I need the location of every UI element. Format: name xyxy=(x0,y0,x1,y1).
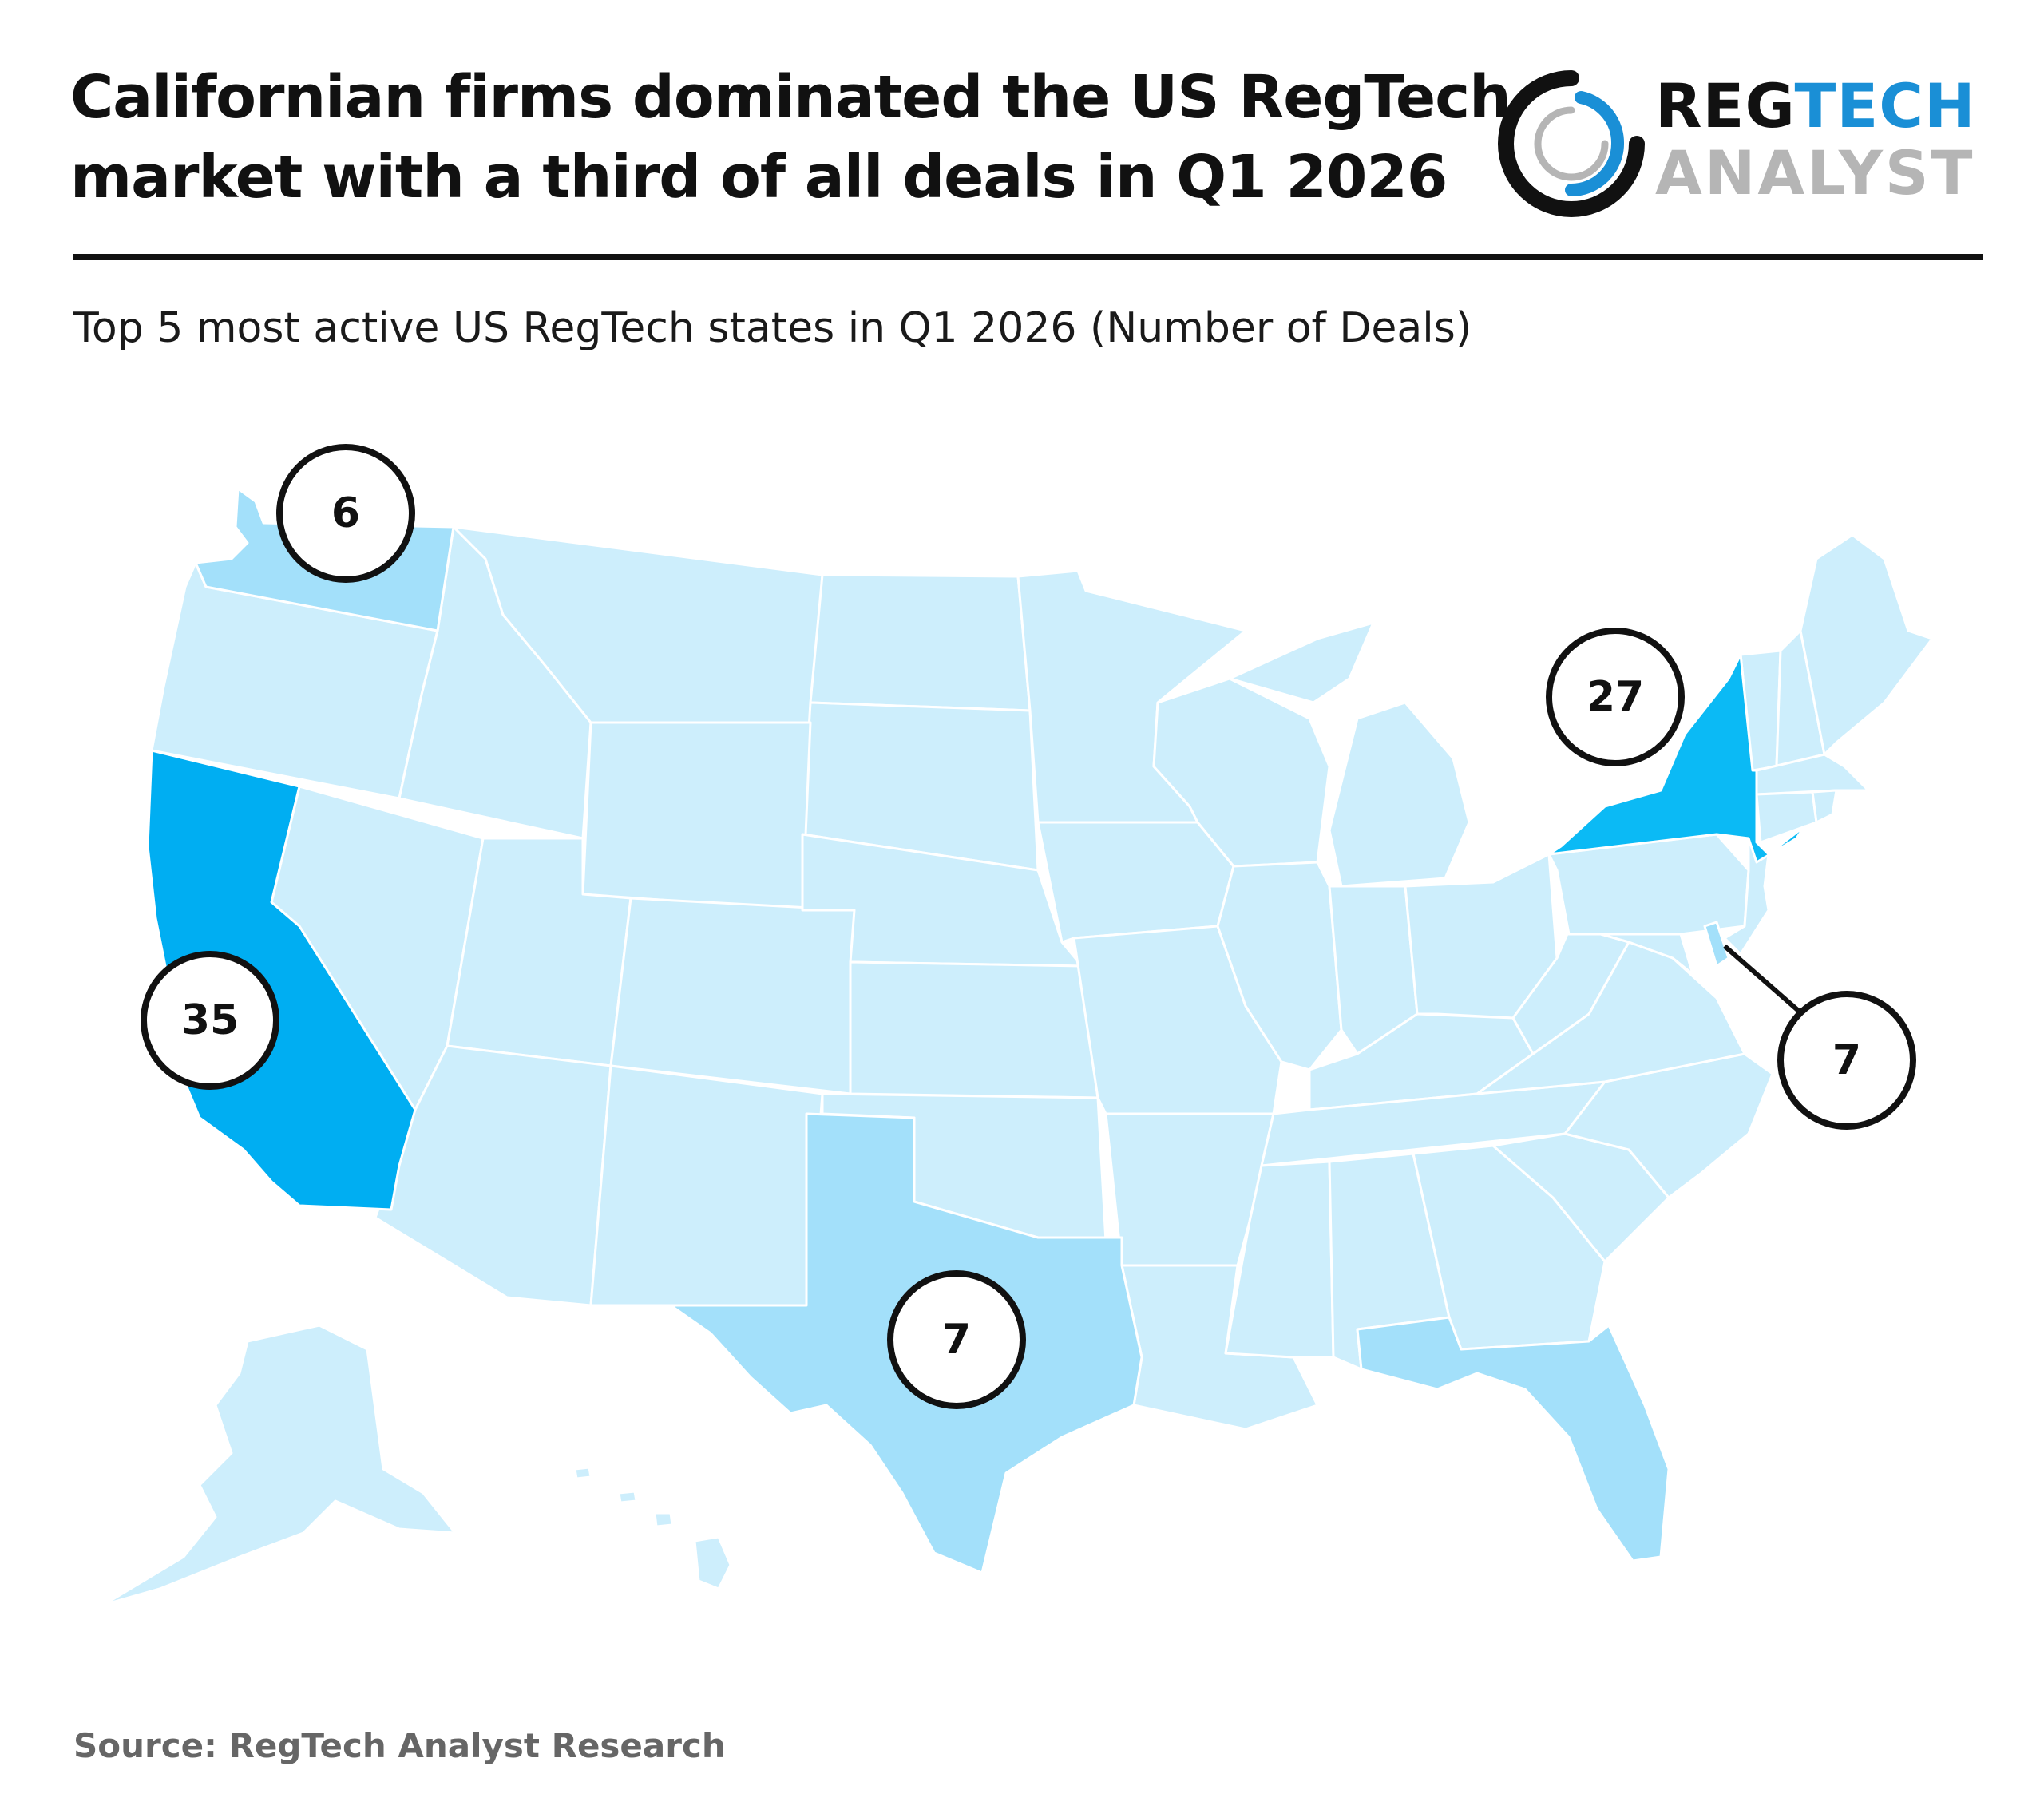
regtech-analyst-logo: REGTECH ANALYST xyxy=(1491,64,2002,224)
callout-texas: 7 xyxy=(887,1270,1026,1409)
base-states xyxy=(102,525,1934,1606)
state-connecticut xyxy=(1755,790,1818,844)
value-delaware: 7 xyxy=(1832,1036,1861,1084)
state-iowa xyxy=(1036,821,1235,944)
us-map: 6 35 27 7 7 xyxy=(102,444,1934,1606)
state-new-mexico xyxy=(589,1064,824,1307)
callout-delaware: 7 xyxy=(1777,991,1916,1130)
title-line-2: market with a third of all deals in Q1 2… xyxy=(70,143,1448,212)
title-line-1: Californian firms dominated the US RegTe… xyxy=(70,63,1511,132)
callout-washington: 6 xyxy=(276,444,415,583)
value-washington: 6 xyxy=(331,489,360,537)
state-rhode-island xyxy=(1811,789,1838,824)
callout-new-york: 27 xyxy=(1546,628,1685,766)
state-maine xyxy=(1799,533,1934,756)
value-california: 35 xyxy=(181,996,239,1044)
value-texas: 7 xyxy=(942,1316,971,1364)
state-new-york xyxy=(1547,653,1806,864)
source-note: Source: RegTech Analyst Research xyxy=(73,1726,726,1765)
state-michigan xyxy=(1228,621,1471,888)
logo-word-analyst: ANALYST xyxy=(1655,137,1975,208)
logo-word-regtech: REGTECH xyxy=(1655,70,1976,142)
logo-reg: REG xyxy=(1655,70,1795,141)
map-subtitle: Top 5 most active US RegTech states in Q… xyxy=(73,304,1472,352)
callout-california: 35 xyxy=(141,951,279,1090)
state-wyoming xyxy=(581,721,812,912)
state-alaska xyxy=(102,1324,457,1606)
state-florida xyxy=(1356,1316,1670,1562)
logo-tech: TECH xyxy=(1794,70,1976,141)
state-hawaii xyxy=(573,1466,732,1590)
state-kansas xyxy=(849,960,1099,1099)
state-maryland xyxy=(1567,933,1694,976)
state-north-dakota xyxy=(809,573,1032,712)
logo-ring-icon xyxy=(1498,70,1645,217)
value-new-york: 27 xyxy=(1586,673,1644,721)
state-california xyxy=(146,749,417,1211)
state-delaware xyxy=(1703,921,1730,968)
title-divider xyxy=(73,254,1983,260)
chart-title: Californian firms dominated the US RegTe… xyxy=(70,57,1511,217)
state-colorado xyxy=(609,897,856,1095)
state-new-jersey xyxy=(1723,837,1770,956)
